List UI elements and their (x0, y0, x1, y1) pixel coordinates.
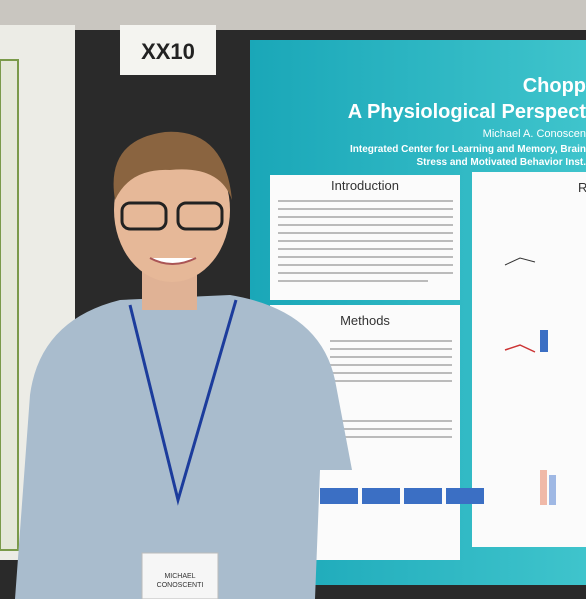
badge-first-name: MICHAEL (164, 573, 195, 580)
result-figures (504, 257, 556, 505)
wall (0, 0, 586, 30)
flow-boxes (320, 488, 484, 504)
poster-affiliation: Stress and Motivated Behavior Inst. (417, 157, 586, 168)
smile (149, 257, 197, 265)
hair (113, 131, 232, 200)
poster-title: Chopp (523, 75, 586, 97)
poster-author: Michael A. Conoscen (483, 128, 586, 140)
section-heading: Methods (340, 313, 390, 328)
poster-title: A Physiological Perspect (348, 101, 586, 123)
section-heading: Introduction (331, 178, 399, 193)
sign-card (120, 25, 216, 75)
shirt (15, 295, 352, 599)
face (114, 138, 230, 282)
glasses (120, 201, 168, 231)
intro-panel (270, 175, 460, 300)
poster-affiliation: Integrated Center for Learning and Memor… (350, 144, 586, 155)
poster-text-lines (278, 200, 453, 438)
lanyard (128, 299, 238, 506)
section-heading: R (578, 180, 586, 195)
badge-last-name: CONOSCENTI (157, 582, 204, 589)
results-panel (472, 172, 586, 547)
left-poster-panel (0, 59, 19, 551)
name-badge (141, 552, 219, 599)
glasses (176, 201, 224, 231)
booth-number: XX10 (141, 39, 195, 64)
